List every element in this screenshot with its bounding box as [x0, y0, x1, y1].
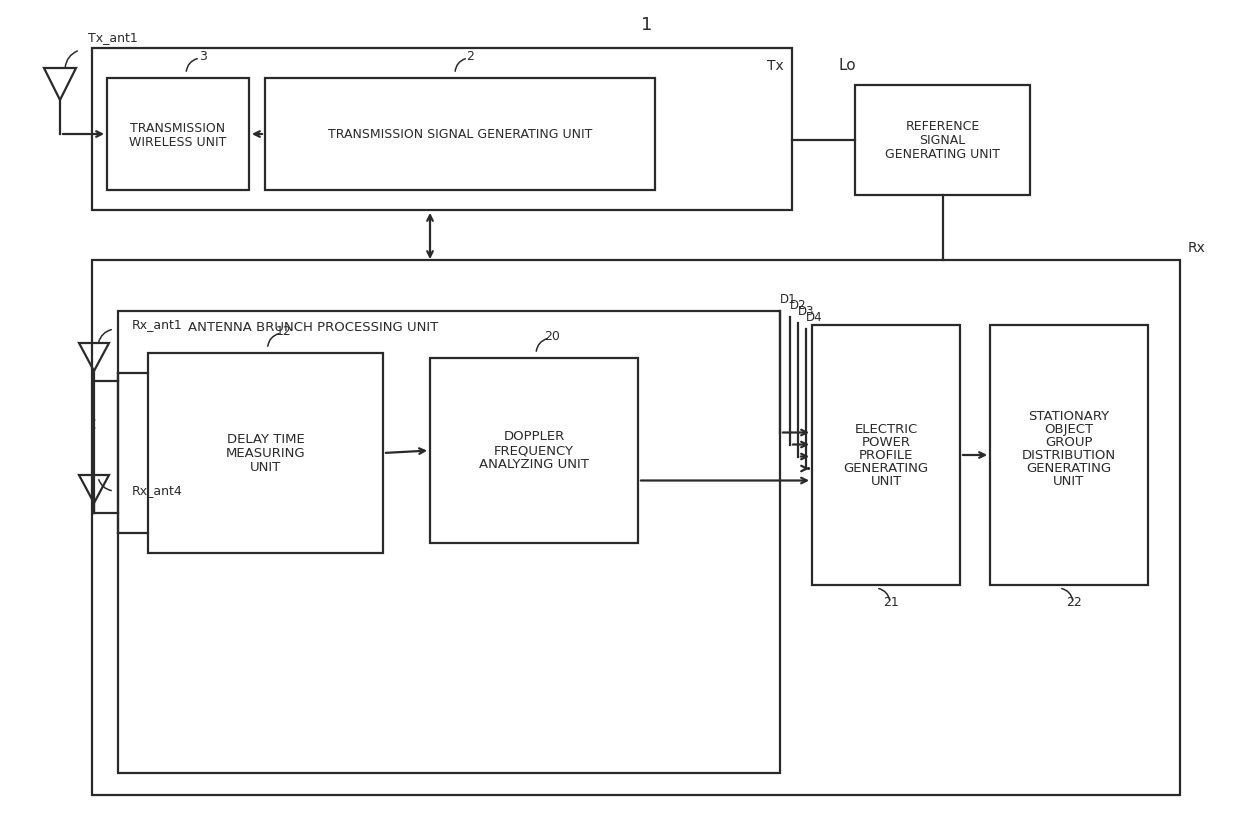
Text: ELECTRIC: ELECTRIC	[854, 422, 918, 436]
Text: PROFILE: PROFILE	[859, 448, 913, 461]
Text: Lo: Lo	[838, 57, 856, 72]
Bar	[856, 85, 1030, 195]
Text: Rx_ant1: Rx_ant1	[131, 318, 182, 332]
Text: 21: 21	[883, 596, 899, 610]
Bar	[107, 78, 249, 190]
Text: OBJECT: OBJECT	[1044, 422, 1094, 436]
Text: SIGNAL: SIGNAL	[919, 133, 966, 147]
Text: Tx_ant1: Tx_ant1	[88, 32, 138, 44]
Text: 20: 20	[544, 330, 560, 342]
Bar	[92, 260, 1180, 795]
Text: 22: 22	[1066, 596, 1081, 610]
Text: D1: D1	[780, 292, 796, 306]
Bar	[100, 329, 763, 791]
Text: UNIT: UNIT	[870, 475, 901, 487]
Text: 2: 2	[466, 49, 474, 62]
Text: MEASURING: MEASURING	[226, 446, 305, 460]
Text: TRANSMISSION: TRANSMISSION	[130, 122, 226, 134]
Text: GENERATING: GENERATING	[1027, 461, 1111, 475]
Bar	[105, 323, 768, 785]
Text: D3: D3	[799, 305, 815, 317]
Bar	[92, 48, 792, 210]
Text: ANALYZING UNIT: ANALYZING UNIT	[479, 458, 589, 471]
Text: UNIT: UNIT	[250, 461, 281, 473]
Bar	[265, 78, 655, 190]
Text: TRANSMISSION SIGNAL GENERATING UNIT: TRANSMISSION SIGNAL GENERATING UNIT	[327, 127, 593, 141]
Text: 3: 3	[200, 49, 207, 62]
Text: 12: 12	[275, 325, 291, 337]
Text: DOPPLER: DOPPLER	[503, 430, 564, 443]
Bar	[990, 325, 1148, 585]
Text: Tx: Tx	[768, 59, 784, 73]
Text: Rx_ant4: Rx_ant4	[131, 485, 182, 497]
Bar	[148, 353, 383, 553]
Text: D2: D2	[790, 298, 807, 312]
Text: WIRELESS UNIT: WIRELESS UNIT	[129, 136, 227, 148]
Text: GENERATING UNIT: GENERATING UNIT	[885, 147, 999, 161]
Text: Rx: Rx	[1188, 241, 1205, 255]
Text: ANTENNA BRUNCH PROCESSING UNIT: ANTENNA BRUNCH PROCESSING UNIT	[188, 321, 438, 333]
Text: 1: 1	[641, 16, 652, 34]
Bar	[112, 317, 774, 779]
Text: STATIONARY: STATIONARY	[1028, 410, 1110, 422]
Text: :: :	[91, 413, 97, 432]
Text: REFERENCE: REFERENCE	[905, 119, 980, 132]
Bar	[118, 311, 780, 773]
Text: DELAY TIME: DELAY TIME	[227, 432, 304, 446]
Text: FREQUENCY: FREQUENCY	[494, 444, 574, 457]
Text: DISTRIBUTION: DISTRIBUTION	[1022, 448, 1116, 461]
Bar	[430, 358, 639, 543]
Text: POWER: POWER	[862, 436, 910, 448]
Text: UNIT: UNIT	[1053, 475, 1085, 487]
Text: GROUP: GROUP	[1045, 436, 1092, 448]
Text: GENERATING: GENERATING	[843, 461, 929, 475]
Text: D4: D4	[806, 311, 822, 323]
Bar	[812, 325, 960, 585]
